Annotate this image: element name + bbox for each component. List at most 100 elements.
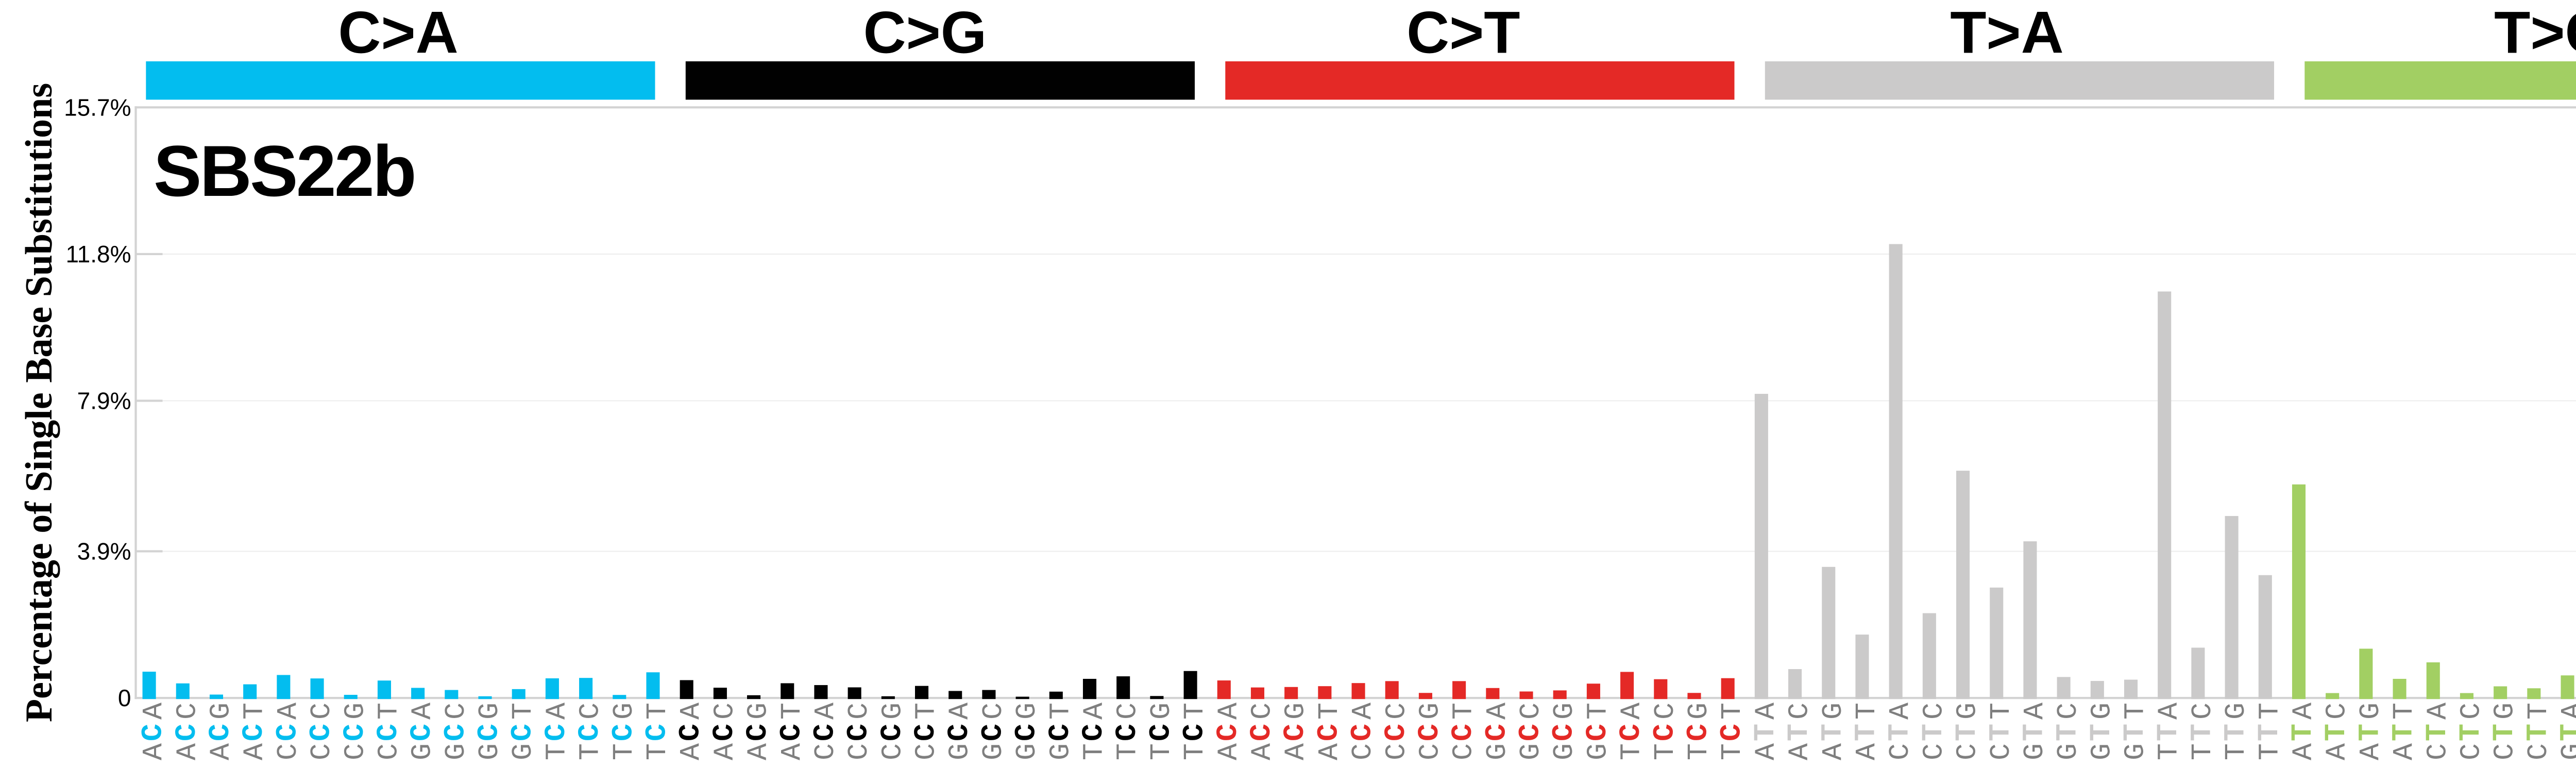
svg-text:A: A — [1313, 743, 1346, 760]
svg-text:T: T — [2120, 703, 2152, 720]
svg-text:C: C — [1918, 703, 1950, 720]
svg-text:C: C — [339, 724, 372, 741]
svg-text:C: C — [1548, 724, 1581, 741]
svg-text:C: C — [1952, 743, 1984, 760]
svg-text:C: C — [2321, 703, 2353, 720]
svg-text:G: G — [608, 703, 640, 720]
svg-text:G: G — [1683, 703, 1715, 720]
svg-text:C: C — [1784, 703, 1816, 720]
svg-text:T: T — [2119, 724, 2152, 741]
svg-text:C: C — [2421, 743, 2454, 760]
svg-text:C: C — [675, 724, 708, 741]
svg-text:15.7%: 15.7% — [64, 94, 131, 121]
svg-text:C: C — [977, 703, 1010, 720]
svg-text:A: A — [1750, 743, 1782, 760]
svg-text:A: A — [776, 743, 808, 760]
svg-text:C: C — [1078, 724, 1111, 741]
svg-text:C: C — [2187, 703, 2219, 720]
svg-text:A: A — [1616, 703, 1648, 720]
svg-text:11.8%: 11.8% — [65, 241, 131, 268]
svg-text:C: C — [1212, 724, 1245, 741]
svg-text:A: A — [1784, 743, 1816, 760]
svg-text:G: G — [2354, 703, 2387, 720]
svg-text:C: C — [1380, 724, 1413, 741]
svg-text:G: G — [1280, 703, 1312, 720]
svg-text:C: C — [205, 724, 238, 741]
svg-text:C: C — [1985, 743, 2018, 760]
svg-text:A: A — [1817, 743, 1850, 760]
svg-text:C: C — [2455, 743, 2488, 760]
svg-text:T: T — [1851, 724, 1884, 741]
svg-text:A: A — [2287, 743, 2320, 760]
svg-text:C: C — [373, 743, 405, 760]
svg-text:T: T — [1884, 724, 1917, 741]
svg-text:Percentage of Single Base Subs: Percentage of Single Base Substitutions — [18, 83, 60, 722]
svg-text:C: C — [1246, 724, 1279, 741]
svg-text:C: C — [406, 724, 439, 741]
svg-text:T: T — [239, 703, 271, 720]
svg-text:A: A — [944, 703, 976, 720]
svg-text:C: C — [238, 724, 271, 741]
svg-text:T: T — [1649, 743, 1682, 760]
svg-text:A: A — [1750, 703, 1782, 720]
svg-text:G: G — [406, 743, 439, 760]
svg-text:C: C — [1515, 703, 1547, 720]
svg-text:G: G — [473, 703, 506, 720]
svg-text:A: A — [406, 703, 439, 720]
svg-text:C: C — [138, 724, 171, 741]
svg-text:C: C — [876, 724, 909, 741]
svg-text:C: C — [1380, 743, 1413, 760]
svg-text:T: T — [1951, 724, 1984, 741]
svg-text:C: C — [540, 724, 573, 741]
svg-text:A: A — [272, 703, 304, 720]
svg-text:G: G — [2086, 703, 2118, 720]
svg-text:C: C — [306, 743, 338, 760]
svg-text:C: C — [708, 724, 741, 741]
svg-text:C: C — [843, 743, 875, 760]
svg-text:T: T — [2220, 724, 2253, 741]
svg-text:T: T — [574, 743, 607, 760]
svg-text:C: C — [372, 724, 405, 741]
svg-text:C: C — [943, 724, 976, 741]
svg-text:C: C — [339, 743, 371, 760]
svg-text:A: A — [2388, 743, 2420, 760]
svg-text:C: C — [272, 724, 304, 741]
svg-text:C: C — [1884, 743, 1917, 760]
svg-text:T>A: T>A — [1950, 0, 2063, 66]
svg-text:C>G: C>G — [863, 0, 987, 66]
svg-text:C: C — [1649, 703, 1682, 720]
svg-text:G: G — [1817, 703, 1850, 720]
svg-text:T: T — [2421, 724, 2454, 741]
svg-text:C: C — [2489, 743, 2521, 760]
svg-text:C: C — [1414, 743, 1447, 760]
svg-text:T: T — [2488, 724, 2521, 741]
svg-text:C: C — [1111, 724, 1144, 741]
svg-text:C: C — [1918, 743, 1950, 760]
svg-text:T: T — [1582, 703, 1614, 720]
svg-text:A: A — [1481, 703, 1514, 720]
svg-text:G: G — [2120, 743, 2152, 760]
svg-text:G: G — [473, 743, 506, 760]
svg-text:A: A — [2153, 703, 2185, 720]
svg-text:T: T — [540, 743, 573, 760]
svg-text:T: T — [2153, 724, 2185, 741]
svg-text:T: T — [2052, 724, 2085, 741]
svg-text:C: C — [1347, 724, 1380, 741]
svg-text:C: C — [1683, 724, 1716, 741]
svg-text:G: G — [1044, 743, 1077, 760]
svg-text:T: T — [1851, 703, 1883, 720]
svg-text:C: C — [641, 724, 674, 741]
svg-text:C: C — [1011, 724, 1044, 741]
svg-text:T: T — [2220, 743, 2252, 760]
svg-text:T: T — [1985, 724, 2018, 741]
svg-text:T: T — [1783, 724, 1816, 741]
svg-text:C: C — [607, 724, 640, 741]
svg-text:T: T — [2018, 724, 2051, 741]
svg-text:C: C — [171, 703, 204, 720]
svg-text:T: T — [373, 703, 405, 720]
svg-text:A: A — [2556, 703, 2576, 720]
svg-text:G: G — [205, 703, 238, 720]
svg-text:G: G — [507, 743, 539, 760]
svg-text:C: C — [1112, 703, 1144, 720]
svg-text:C: C — [1582, 724, 1615, 741]
